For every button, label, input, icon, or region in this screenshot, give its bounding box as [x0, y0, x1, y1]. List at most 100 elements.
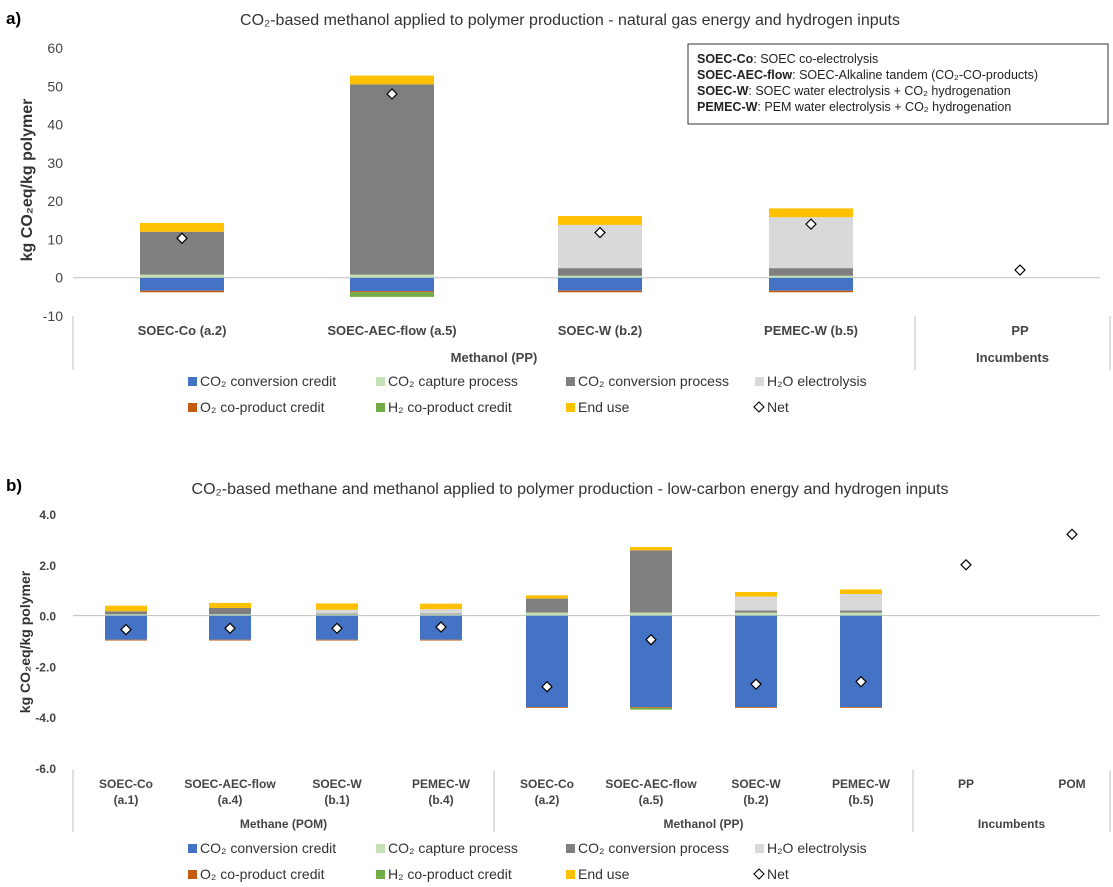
- annotation-line-2: SOEC-AEC-flow: SOEC-Alkaline tandem (CO₂…: [697, 68, 1038, 82]
- y-tick-label: -6.0: [35, 762, 56, 776]
- panel-a-annotation-box: SOEC-Co: SOEC co-electrolysis SOEC-AEC-f…: [687, 43, 1109, 125]
- bar-segment-o2-coproduct-credit: [558, 290, 642, 293]
- annotation-line-1: SOEC-Co: SOEC co-electrolysis: [697, 52, 878, 66]
- bar-segment-h2o-electrolysis: [840, 594, 882, 611]
- bar-segment-end-use: [735, 591, 777, 597]
- net-marker: [1014, 264, 1026, 276]
- y-tick-label: -2.0: [35, 660, 56, 674]
- y-tick-label: 30: [47, 155, 63, 171]
- legend-swatch: [566, 377, 575, 386]
- legend-label: O₂ co-product credit: [200, 399, 325, 415]
- y-tick-label: 10: [47, 231, 63, 247]
- bar-segment-co2-conversion-credit: [140, 277, 224, 291]
- net-marker: [594, 226, 606, 239]
- bar-segment-co2-capture-process: [316, 614, 358, 616]
- panel-b-label: b): [6, 476, 22, 495]
- panel-b-y-axis-label: kg CO₂eq/kg polymer: [17, 570, 33, 713]
- net-marker: [645, 633, 657, 646]
- bar-segment-co2-capture-process: [209, 614, 251, 616]
- category-label: POM: [1058, 777, 1085, 791]
- bar-segment-o2-coproduct-credit: [420, 639, 462, 641]
- y-tick-label: 20: [47, 193, 63, 209]
- category-label: SOEC-W (b.2): [558, 323, 643, 338]
- net-marker: [386, 88, 398, 100]
- category-label: SOEC-AEC-flow: [184, 777, 276, 791]
- bar-segment-end-use: [350, 75, 434, 85]
- legend-label: End use: [578, 399, 630, 415]
- legend-swatch: [566, 844, 575, 853]
- bar-segment-co2-conversion-process: [420, 613, 462, 615]
- net-marker: [750, 678, 762, 691]
- y-tick-label: 0: [55, 270, 63, 286]
- panel-a-y-axis-label: kg CO₂eq/kg polymer: [19, 99, 36, 262]
- bar-segment-h2-coproduct-credit: [630, 707, 672, 710]
- bar-segment-end-use: [558, 216, 642, 225]
- bar-segment-h2o-electrolysis: [420, 609, 462, 614]
- bar-segment-co2-conversion-credit: [350, 277, 434, 292]
- bar-segment-o2-coproduct-credit: [526, 707, 568, 708]
- group-label: Methane (POM): [240, 817, 327, 831]
- bar-segment-co2-conversion-credit: [526, 615, 568, 708]
- panel-b-plot: 4.0 2.0 0.0 -2.0 -4.0 -6.0 SOEC-Co (a.1) SOEC-AE…: [35, 508, 1111, 832]
- panel-b-title: CO₂-based methane and methanol applied t…: [192, 481, 949, 498]
- legend-label: H₂ co-product credit: [388, 866, 512, 882]
- net-marker: [960, 558, 972, 571]
- bar-segment-co2-capture-process: [735, 612, 777, 616]
- bar-segment-o2-coproduct-credit: [769, 290, 853, 293]
- bar-segment-end-use: [630, 547, 672, 551]
- legend-label: H₂ co-product credit: [388, 399, 512, 415]
- legend-label: H₂O electrolysis: [767, 373, 867, 389]
- bar-segment-co2-conversion-process: [558, 268, 642, 276]
- bar-segment-o2-coproduct-credit: [316, 639, 358, 641]
- category-sublabel: (b.4): [428, 793, 453, 807]
- annotation-line-3: SOEC-W: SOEC water electrolysis + CO₂ hy…: [697, 84, 1011, 98]
- bar-segment-o2-coproduct-credit: [140, 290, 224, 293]
- bar-segment-end-use: [769, 208, 853, 218]
- legend-label: CO₂ conversion process: [578, 373, 729, 389]
- y-tick-label: 0.0: [39, 610, 56, 624]
- bar-segment-co2-conversion-credit: [735, 615, 777, 708]
- legend-swatch: [188, 377, 197, 386]
- category-label: SOEC-AEC-flow: [605, 777, 697, 791]
- legend-swatch: [188, 870, 197, 879]
- y-tick-label: 60: [47, 40, 63, 56]
- y-tick-label: 4.0: [39, 508, 56, 522]
- legend-label: Net: [767, 399, 789, 415]
- legend-label: CO₂ conversion credit: [200, 373, 336, 389]
- category-sublabel: (b.2): [743, 793, 768, 807]
- bar-segment-h2o-electrolysis: [316, 609, 358, 614]
- net-marker: [1066, 528, 1078, 541]
- bar-segment-co2-conversion-process: [630, 550, 672, 613]
- bar-segment-co2-capture-process: [420, 614, 462, 616]
- legend-swatch: [376, 844, 385, 853]
- bar-segment-o2-coproduct-credit: [735, 707, 777, 708]
- bar-segment-co2-capture-process: [105, 614, 147, 616]
- net-marker: [331, 622, 343, 635]
- legend-swatch: [566, 870, 575, 879]
- bar-segment-o2-coproduct-credit: [209, 639, 251, 641]
- bar-segment-end-use: [316, 603, 358, 610]
- bar-segment-end-use: [105, 605, 147, 612]
- legend-swatch: [566, 403, 575, 412]
- bar-segment-end-use: [420, 603, 462, 610]
- category-label: PEMEC-W: [412, 777, 471, 791]
- legend-label: Net: [767, 866, 789, 882]
- legend-label: End use: [578, 866, 630, 882]
- bar-segment-h2o-electrolysis: [735, 596, 777, 611]
- legend-label: CO₂ conversion credit: [200, 840, 336, 856]
- bar-segment-co2-conversion-credit: [769, 277, 853, 291]
- bar-segment-co2-conversion-process: [350, 84, 434, 275]
- y-tick-label: 40: [47, 117, 63, 133]
- bar-segment-co2-capture-process: [840, 612, 882, 616]
- bar-segment-co2-capture-process: [526, 612, 568, 616]
- panel-a-plot: 60 50 40 30 20 10 0 -10 SOEC-Co (a.2) SOEC-AEC-fl…: [43, 40, 1111, 370]
- net-marker: [855, 675, 867, 688]
- y-tick-label: 50: [47, 78, 63, 94]
- category-label: SOEC-Co: [99, 777, 153, 791]
- bar-segment-o2-coproduct-credit: [350, 291, 434, 293]
- net-marker: [805, 218, 817, 230]
- bar-segment-end-use: [140, 222, 224, 232]
- panel-a-title: CO₂-based methanol applied to polymer pr…: [240, 12, 900, 29]
- bar-segment-co2-conversion-process: [840, 610, 882, 613]
- annotation-line-4: PEMEC-W: PEM water electrolysis + CO₂ hy…: [697, 100, 1011, 114]
